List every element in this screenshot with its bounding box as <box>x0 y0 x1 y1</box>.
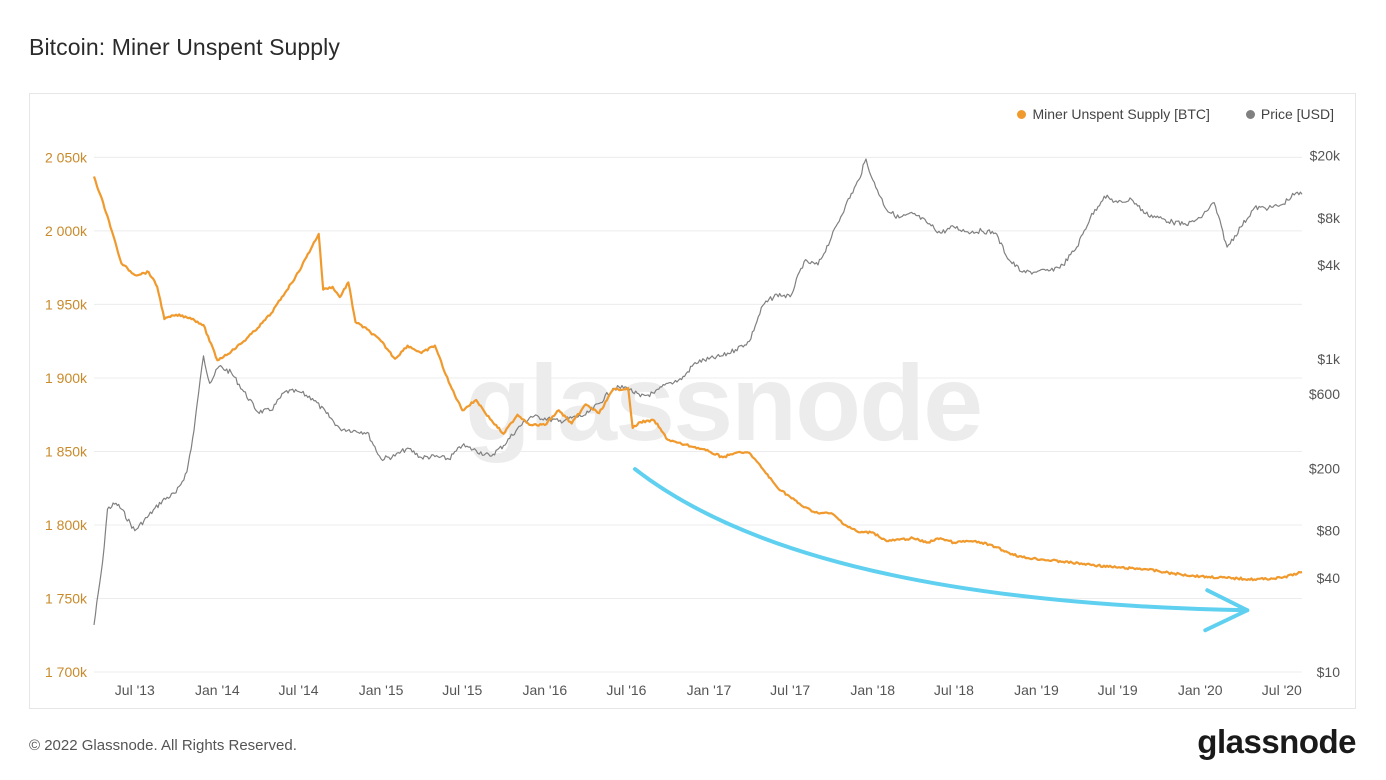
x-tick-label: Jul '18 <box>934 682 974 698</box>
left-tick-label: 1 700k <box>45 664 88 680</box>
left-tick-label: 1 900k <box>45 370 88 386</box>
right-axis-ticks: $10 $40 $80 $200 $600 $1k $4k $8k $20k <box>1309 148 1341 680</box>
right-tick-label: $1k <box>1317 351 1341 367</box>
series-lines <box>92 158 1303 625</box>
right-tick-label: $40 <box>1317 570 1341 586</box>
right-tick-label: $8k <box>1317 210 1341 226</box>
annotations <box>632 467 1250 633</box>
left-tick-label: 1 800k <box>45 517 88 533</box>
x-tick-label: Jan '15 <box>359 682 404 698</box>
left-tick-label: 1 850k <box>45 443 88 459</box>
legend-label-miner-supply: Miner Unspent Supply [BTC] <box>1032 106 1210 122</box>
trend-arrow-curve <box>632 467 1250 613</box>
x-tick-label: Jul '16 <box>606 682 646 698</box>
left-tick-label: 1 750k <box>45 590 88 606</box>
x-tick-label: Jul '20 <box>1262 682 1302 698</box>
x-tick-label: Jan '19 <box>1014 682 1059 698</box>
glassnode-logo[interactable]: glassnode <box>1197 723 1356 760</box>
legend-dot-price <box>1245 109 1255 119</box>
legend-label-price: Price [USD] <box>1260 106 1334 122</box>
page-title: Bitcoin: Miner Unspent Supply <box>29 34 340 60</box>
grid-lines <box>94 156 1302 673</box>
left-tick-label: 2 050k <box>45 149 88 165</box>
x-tick-label: Jan '14 <box>195 682 240 698</box>
left-tick-label: 1 950k <box>45 296 88 312</box>
x-tick-label: Jul '17 <box>770 682 810 698</box>
x-axis-ticks: Jul '13 Jan '14 Jul '14 Jan '15 Jul '15 Jan '… <box>115 682 1302 698</box>
right-tick-label: $10 <box>1317 664 1341 680</box>
copyright-footer: © 2022 Glassnode. All Rights Reserved. <box>29 737 297 754</box>
x-tick-label: Jul '19 <box>1098 682 1138 698</box>
miner-supply-line <box>92 176 1303 582</box>
x-tick-label: Jul '15 <box>442 682 482 698</box>
left-tick-label: 2 000k <box>45 223 88 239</box>
right-tick-label: $200 <box>1309 460 1340 476</box>
x-tick-label: Jul '13 <box>115 682 155 698</box>
legend-item-price[interactable]: Price [USD] <box>1245 106 1334 122</box>
x-tick-label: Jan '20 <box>1178 682 1223 698</box>
right-tick-label: $4k <box>1317 257 1341 273</box>
x-tick-label: Jul '14 <box>279 682 319 698</box>
right-tick-label: $20k <box>1310 148 1341 164</box>
x-tick-label: Jan '17 <box>687 682 732 698</box>
trend-arrow-head <box>1203 588 1250 633</box>
left-axis-ticks: 1 700k 1 750k 1 800k 1 850k 1 900k 1 950k 2 00… <box>45 149 88 680</box>
legend-dot-miner-supply <box>1017 109 1027 119</box>
price-line <box>93 158 1303 625</box>
x-tick-label: Jan '18 <box>850 682 895 698</box>
legend-item-miner-supply[interactable]: Miner Unspent Supply [BTC] <box>1017 106 1210 122</box>
x-tick-label: Jan '16 <box>522 682 567 698</box>
right-tick-label: $600 <box>1309 386 1340 402</box>
chart-legend: Miner Unspent Supply [BTC] Price [USD] <box>1017 106 1334 122</box>
right-tick-label: $80 <box>1317 523 1341 539</box>
